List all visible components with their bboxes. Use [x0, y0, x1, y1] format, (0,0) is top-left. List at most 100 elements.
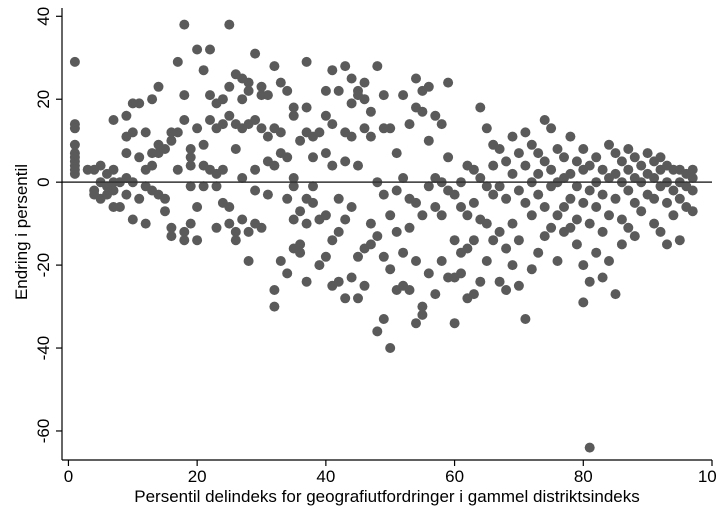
scatter-point: [282, 85, 293, 96]
scatter-point: [578, 197, 589, 208]
scatter-point: [610, 168, 621, 179]
scatter-point: [417, 309, 428, 320]
scatter-point: [468, 164, 479, 175]
scatter-point: [359, 123, 370, 134]
scatter-points: [69, 19, 698, 453]
scatter-point: [668, 185, 679, 196]
scatter-point: [127, 214, 138, 225]
scatter-point: [237, 94, 248, 105]
scatter-point: [565, 168, 576, 179]
scatter-point: [687, 206, 698, 217]
scatter-point: [269, 61, 280, 72]
scatter-point: [359, 77, 370, 88]
scatter-point: [308, 181, 318, 192]
scatter-point: [687, 173, 698, 183]
scatter-point: [288, 102, 299, 113]
scatter-point: [256, 123, 267, 134]
y-tick-label: 20: [34, 90, 53, 109]
scatter-point: [584, 276, 595, 287]
scatter-point: [475, 173, 486, 183]
scatter-point: [687, 185, 698, 196]
scatter-point: [166, 222, 177, 233]
scatter-point: [443, 152, 454, 163]
scatter-point: [205, 44, 215, 55]
scatter-point: [423, 268, 434, 279]
scatter-point: [494, 144, 505, 154]
scatter-point: [172, 127, 183, 138]
scatter-point: [114, 202, 125, 212]
scatter-point: [584, 185, 595, 196]
scatter-point: [224, 81, 235, 92]
scatter-point: [237, 214, 248, 225]
scatter-point: [69, 123, 80, 134]
scatter-point: [282, 152, 293, 163]
scatter-point: [430, 110, 441, 121]
scatter-point: [462, 243, 473, 254]
scatter-point: [224, 218, 235, 229]
scatter-point: [192, 235, 203, 246]
scatter-point: [539, 231, 550, 242]
y-tick-label: 40: [34, 7, 53, 26]
axes: -60 -40 -20 0 20 40 0 20 40 60 80 100: [34, 7, 716, 486]
scatter-point: [411, 73, 421, 84]
scatter-point: [552, 256, 563, 266]
scatter-point: [153, 81, 164, 92]
scatter-point: [256, 81, 267, 92]
scatter-point: [262, 189, 273, 200]
scatter-point: [134, 152, 145, 163]
scatter-point: [250, 115, 261, 125]
scatter-point: [597, 272, 608, 283]
scatter-point: [269, 285, 280, 295]
scatter-point: [275, 77, 286, 88]
scatter-point: [365, 131, 376, 142]
scatter-point: [533, 189, 544, 200]
scatter-point: [243, 77, 254, 88]
scatter-point: [507, 168, 518, 179]
scatter-point: [250, 164, 261, 175]
scatter-point: [192, 202, 203, 212]
scatter-point: [526, 264, 537, 275]
scatter-point: [359, 94, 370, 105]
scatter-point: [288, 214, 299, 225]
scatter-point: [468, 289, 479, 300]
scatter-point: [192, 123, 203, 134]
scatter-point: [481, 181, 492, 192]
scatter-point: [385, 264, 396, 275]
scatter-point: [539, 156, 550, 167]
scatter-point: [121, 110, 132, 121]
x-axis-title: Persentil delindeks for geografiutfordri…: [134, 487, 640, 506]
scatter-point: [552, 144, 563, 154]
scatter-point: [616, 239, 627, 250]
scatter-point: [250, 48, 261, 59]
scatter-point: [475, 102, 486, 113]
scatter-point: [533, 168, 544, 179]
scatter-point: [314, 260, 325, 271]
scatter-point: [217, 94, 228, 105]
scatter-point: [398, 173, 409, 183]
scatter-point: [481, 218, 492, 229]
scatter-point: [436, 210, 447, 221]
scatter-point: [160, 144, 170, 154]
scatter-point: [391, 185, 402, 196]
scatter-point: [411, 318, 421, 329]
scatter-point: [256, 222, 267, 233]
scatter-point: [571, 156, 582, 167]
scatter-point: [526, 139, 537, 150]
scatter-point: [346, 202, 357, 212]
scatter-point: [198, 181, 209, 192]
scatter-point: [288, 181, 299, 192]
scatter-point: [513, 235, 524, 246]
scatter-point: [172, 164, 183, 175]
scatter-point: [591, 152, 602, 163]
scatter-point: [597, 164, 608, 175]
scatter-point: [108, 115, 119, 125]
scatter-point: [584, 218, 595, 229]
scatter-point: [623, 164, 634, 175]
scatter-point: [365, 218, 376, 229]
scatter-point: [565, 193, 576, 204]
scatter-point: [320, 85, 331, 96]
scatter-point: [327, 65, 338, 76]
scatter-point: [359, 280, 370, 291]
scatter-point: [385, 123, 396, 134]
scatter-point: [320, 148, 331, 159]
